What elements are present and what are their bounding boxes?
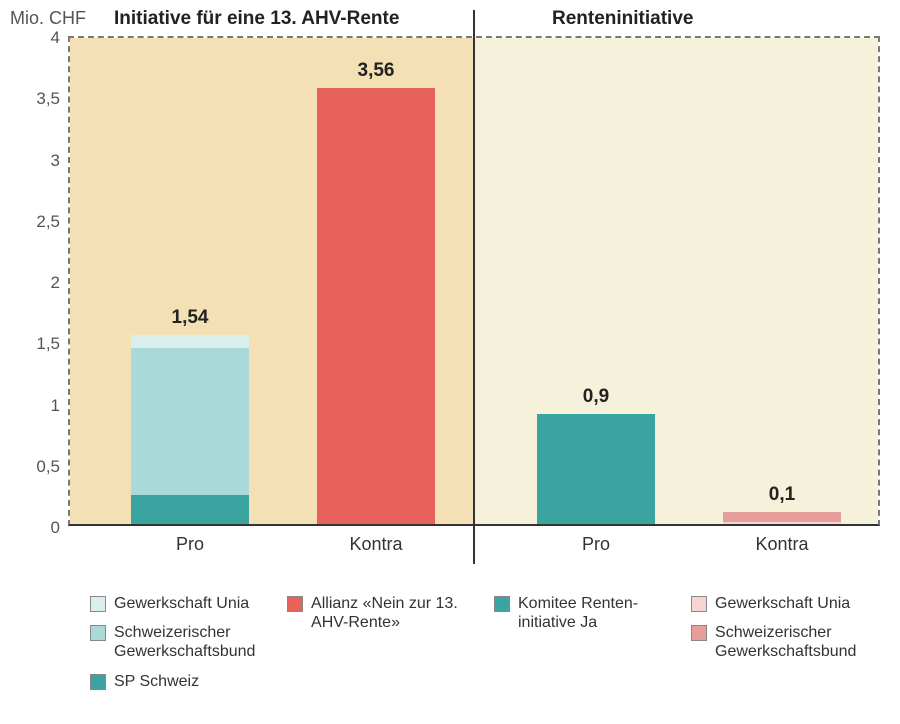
legend-label: Schweizerischer Gewerkschaftsbund (114, 623, 279, 661)
legend-swatch (90, 625, 106, 641)
legend-column: Komitee Renten-initiative Ja (494, 594, 683, 691)
y-tick-label: 3 (51, 151, 60, 171)
legend-item: Komitee Renten-initiative Ja (494, 594, 683, 632)
bar-value-label: 1,54 (131, 307, 249, 329)
chart-container: Mio. CHF Initiative für eine 13. AHV-Ren… (10, 8, 890, 526)
bar-segment (723, 512, 841, 522)
x-tick-label: Pro (176, 534, 204, 555)
plot-area: 00,511,522,533,541,54Pro3,56Kontra0,9Pro… (68, 36, 880, 526)
legend-label: Gewerkschaft Unia (114, 594, 249, 613)
y-tick-label: 3,5 (36, 89, 60, 109)
bar-segment (317, 88, 435, 524)
x-tick-label: Kontra (755, 534, 808, 555)
legend-swatch (90, 674, 106, 690)
bar-kontra: 3,56 (317, 88, 435, 524)
panel-divider (473, 10, 475, 564)
y-tick-label: 1,5 (36, 334, 60, 354)
bar-segment (723, 522, 841, 524)
y-tick-label: 2,5 (36, 212, 60, 232)
legend-item: Allianz «Nein zur 13. AHV-Rente» (287, 594, 486, 632)
legend: Gewerkschaft Unia Schweizerischer Gewerks… (90, 594, 890, 691)
legend-item: SP Schweiz (90, 672, 279, 691)
legend-swatch (691, 596, 707, 612)
legend-column: Gewerkschaft Unia Schweizerischer Gewerks… (90, 594, 279, 691)
bar-value-label: 0,1 (723, 484, 841, 506)
bar-segment (537, 414, 655, 524)
legend-label: SP Schweiz (114, 672, 199, 691)
bar-value-label: 0,9 (537, 386, 655, 408)
y-tick-label: 4 (51, 28, 60, 48)
bar-pro: 0,9 (537, 414, 655, 524)
y-tick-label: 0 (51, 518, 60, 538)
legend-item: Gewerkschaft Unia (691, 594, 890, 613)
legend-swatch (90, 596, 106, 612)
bar-segment (131, 335, 249, 347)
legend-column: Gewerkschaft Unia Schweizerischer Gewerks… (691, 594, 890, 691)
titles-row: Mio. CHF Initiative für eine 13. AHV-Ren… (10, 8, 890, 36)
legend-swatch (287, 596, 303, 612)
y-tick-label: 2 (51, 273, 60, 293)
bar-value-label: 3,56 (317, 60, 435, 82)
bar-segment (131, 495, 249, 524)
legend-label: Komitee Renten-initiative Ja (518, 594, 683, 632)
legend-item: Gewerkschaft Unia (90, 594, 279, 613)
panel-title-right: Renteninitiative (552, 8, 693, 30)
y-axis-label: Mio. CHF (10, 8, 86, 29)
legend-label: Gewerkschaft Unia (715, 594, 850, 613)
legend-column: Allianz «Nein zur 13. AHV-Rente» (287, 594, 486, 691)
legend-swatch (494, 596, 510, 612)
y-tick-label: 0,5 (36, 457, 60, 477)
legend-label: Allianz «Nein zur 13. AHV-Rente» (311, 594, 481, 632)
legend-swatch (691, 625, 707, 641)
bar-pro: 1,54 (131, 335, 249, 524)
x-tick-label: Pro (582, 534, 610, 555)
legend-label: Schweizerischer Gewerkschaftsbund (715, 623, 885, 661)
bar-segment (131, 348, 249, 495)
legend-item: Schweizerischer Gewerkschaftsbund (691, 623, 890, 661)
bar-kontra: 0,1 (723, 512, 841, 524)
legend-item: Schweizerischer Gewerkschaftsbund (90, 623, 279, 661)
x-tick-label: Kontra (349, 534, 402, 555)
panel-title-left: Initiative für eine 13. AHV-Rente (114, 8, 399, 30)
y-tick-label: 1 (51, 396, 60, 416)
panel-background-1 (474, 38, 878, 524)
